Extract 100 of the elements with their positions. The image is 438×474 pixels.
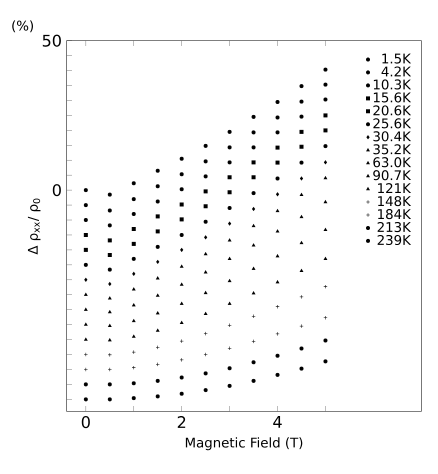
point <box>156 184 160 188</box>
y-tick-label: 50 <box>42 34 61 47</box>
text: (%) <box>12 20 34 32</box>
point <box>276 209 280 212</box>
point <box>323 98 328 102</box>
point <box>84 188 88 192</box>
point <box>84 232 88 237</box>
point <box>252 291 256 294</box>
point <box>132 319 136 322</box>
point <box>252 114 256 119</box>
point <box>132 303 136 306</box>
point <box>300 176 304 180</box>
point <box>276 130 280 134</box>
legend-label: 10.3K <box>374 79 412 90</box>
point <box>324 160 328 164</box>
point <box>204 270 208 274</box>
x-axis-title: Magnetic Field (T) <box>186 437 302 450</box>
point <box>180 172 184 176</box>
point <box>156 229 160 234</box>
point <box>84 262 88 267</box>
legend-label: 35.2K <box>373 144 412 154</box>
point <box>323 128 328 132</box>
point <box>300 144 304 149</box>
point <box>84 278 88 282</box>
point <box>323 284 328 289</box>
legend-label: 4.2K <box>382 66 412 76</box>
point <box>108 382 112 386</box>
point <box>204 388 208 392</box>
point <box>324 200 328 204</box>
point <box>300 160 304 165</box>
point <box>132 242 136 246</box>
point <box>180 217 184 222</box>
point <box>323 68 328 72</box>
point <box>276 354 280 358</box>
point <box>108 296 112 300</box>
point <box>84 292 88 296</box>
point <box>156 311 160 314</box>
point <box>156 244 160 249</box>
point <box>276 100 280 104</box>
y-axis-title: Δ ρ$_{xx}$/ ρ$_{0}$ <box>28 198 40 255</box>
point <box>276 332 280 336</box>
point <box>276 160 280 165</box>
point <box>324 228 328 232</box>
point <box>108 282 112 286</box>
point <box>84 382 88 386</box>
point <box>156 276 160 280</box>
point <box>84 397 88 402</box>
point <box>108 338 112 342</box>
point <box>180 320 184 324</box>
x-tick-label: 4 <box>273 416 282 428</box>
point <box>156 328 160 332</box>
point <box>276 229 280 233</box>
legend-label: 20.6K <box>373 105 412 116</box>
point <box>132 396 136 400</box>
point <box>252 130 256 134</box>
point <box>108 252 112 257</box>
point <box>276 176 280 180</box>
point <box>276 254 280 258</box>
point <box>252 378 256 383</box>
point <box>156 378 160 383</box>
point <box>204 144 208 148</box>
point <box>180 187 184 192</box>
point <box>156 199 160 204</box>
point <box>276 115 280 120</box>
point <box>132 272 136 276</box>
point <box>323 316 328 320</box>
point <box>252 266 256 270</box>
point <box>204 204 208 208</box>
point <box>228 366 232 370</box>
legend-label: 213K <box>378 222 412 232</box>
legend-label: 15.6K <box>374 92 412 102</box>
point <box>156 168 160 173</box>
point <box>300 114 304 119</box>
legend-label: 25.6K <box>373 118 412 128</box>
point <box>300 324 304 328</box>
point <box>180 202 184 206</box>
point <box>252 160 256 164</box>
point <box>228 384 232 388</box>
point <box>300 241 304 244</box>
point <box>108 397 112 402</box>
point <box>276 280 280 284</box>
point <box>228 206 232 210</box>
point <box>132 381 136 386</box>
point <box>132 197 136 202</box>
point <box>204 252 208 256</box>
point <box>276 372 280 377</box>
x-tick-label: 2 <box>178 416 186 428</box>
point <box>300 130 304 134</box>
point <box>84 367 88 372</box>
point <box>132 256 136 261</box>
point <box>204 159 208 164</box>
point <box>180 248 184 252</box>
legend-label: 148K <box>378 196 412 206</box>
point <box>108 223 112 228</box>
legend-label: 184K <box>378 209 412 220</box>
legend-label: 63.0K <box>373 157 412 168</box>
point <box>132 212 136 216</box>
point <box>132 181 136 186</box>
point <box>228 145 232 150</box>
x-tick-label: 0 <box>82 416 90 428</box>
